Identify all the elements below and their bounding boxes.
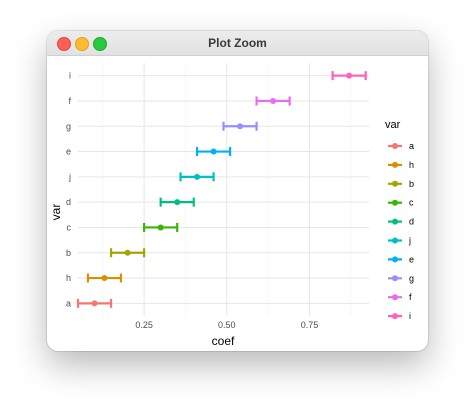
data-point xyxy=(270,97,277,104)
legend-item-j: j xyxy=(388,236,411,246)
legend-key-point xyxy=(392,256,398,263)
data-point xyxy=(210,148,217,155)
data-point xyxy=(124,249,131,256)
legend-label: g xyxy=(409,273,414,283)
close-button[interactable] xyxy=(57,37,71,51)
y-axis-title: var xyxy=(49,204,63,221)
series-f xyxy=(255,96,291,106)
y-tick-label: j xyxy=(68,172,71,182)
y-tick-label: i xyxy=(69,71,71,81)
series-d xyxy=(159,197,195,207)
legend-label: b xyxy=(409,179,414,189)
series-e xyxy=(195,147,232,157)
legend-label: h xyxy=(409,160,414,170)
legend-item-a: a xyxy=(388,141,414,151)
minimize-button[interactable] xyxy=(75,37,89,51)
y-tick-label: e xyxy=(66,147,71,157)
data-point xyxy=(237,123,244,130)
y-tick-label: h xyxy=(66,273,71,283)
x-tick-label: 0.25 xyxy=(135,320,153,330)
series-a xyxy=(76,298,113,308)
y-tick-label: f xyxy=(68,96,71,106)
window-title: Plot Zoom xyxy=(208,36,267,50)
legend-label: c xyxy=(409,198,414,208)
legend-label: f xyxy=(409,292,412,302)
legend-key-point xyxy=(392,275,398,282)
y-tick-label: d xyxy=(66,197,71,207)
data-point xyxy=(194,173,201,180)
data-series xyxy=(76,71,367,308)
data-point xyxy=(174,199,181,206)
legend-key-point xyxy=(392,218,398,225)
legend-key-point xyxy=(392,199,398,206)
series-h xyxy=(86,273,123,283)
y-axis-ticks: a h b c d j e g f i xyxy=(66,71,72,309)
legend-item-g: g xyxy=(388,273,414,283)
series-i xyxy=(331,71,367,81)
x-axis-title: coef xyxy=(212,334,235,348)
legend-label: j xyxy=(408,236,411,246)
legend-key-point xyxy=(392,180,398,187)
legend-key-point xyxy=(392,161,398,168)
legend-key-point xyxy=(392,237,398,244)
maximize-button[interactable] xyxy=(93,37,107,51)
x-tick-label: 0.50 xyxy=(218,320,236,330)
y-tick-label: c xyxy=(67,222,72,232)
legend-key-point xyxy=(392,143,398,149)
gridlines xyxy=(78,63,369,316)
legend-key-point xyxy=(392,294,398,301)
legend-item-f: f xyxy=(388,292,412,302)
series-c xyxy=(143,222,179,232)
legend-item-c: c xyxy=(388,198,414,208)
legend-label: i xyxy=(409,311,411,321)
x-tick-label: 0.75 xyxy=(301,320,319,330)
legend-item-h: h xyxy=(388,160,414,170)
legend-item-i: i xyxy=(388,311,411,321)
data-point xyxy=(91,300,98,307)
legend-label: d xyxy=(409,217,414,227)
data-point xyxy=(157,224,164,231)
legend-title: var xyxy=(385,119,401,131)
legend-key-point xyxy=(392,313,398,320)
title-bar[interactable]: Plot Zoom xyxy=(47,31,428,56)
legend-item-b: b xyxy=(388,179,414,189)
y-tick-label: g xyxy=(66,121,71,131)
legend-item-e: e xyxy=(388,254,414,264)
series-g xyxy=(222,121,258,131)
legend-label: e xyxy=(409,254,414,264)
x-axis-ticks: 0.25 0.50 0.75 xyxy=(135,320,318,330)
series-b xyxy=(109,248,146,258)
legend-label: a xyxy=(409,141,414,151)
data-point xyxy=(346,72,353,79)
series-j xyxy=(179,172,215,182)
legend-item-d: d xyxy=(388,217,414,227)
y-tick-label: b xyxy=(66,248,71,258)
y-tick-label: a xyxy=(66,298,71,308)
data-point xyxy=(101,275,108,282)
